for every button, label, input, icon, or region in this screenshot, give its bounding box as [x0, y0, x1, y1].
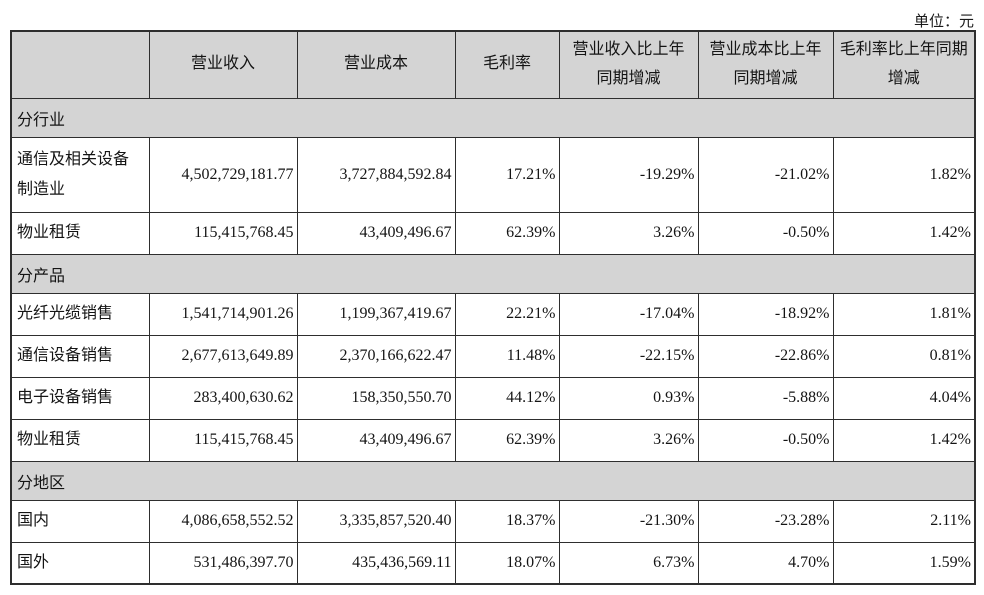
section-row-region: 分地区: [10, 460, 976, 501]
cell-margin-yoy: 0.81%: [832, 334, 976, 378]
table-row: 物业租赁 115,415,768.45 43,409,496.67 62.39%…: [10, 211, 976, 255]
cell-revenue: 283,400,630.62: [148, 376, 298, 420]
cell-margin-yoy: 1.42%: [832, 418, 976, 462]
cell-cost-yoy: -5.88%: [697, 376, 834, 420]
cell-cost-yoy: -18.92%: [697, 292, 834, 336]
table-row: 电子设备销售 283,400,630.62 158,350,550.70 44.…: [10, 376, 976, 420]
table-row: 通信设备销售 2,677,613,649.89 2,370,166,622.47…: [10, 334, 976, 378]
cell-revenue-yoy: 6.73%: [558, 541, 699, 585]
header-margin: 毛利率: [454, 30, 560, 99]
cell-cost: 3,335,857,520.40: [296, 499, 456, 543]
cell-revenue: 2,677,613,649.89: [148, 334, 298, 378]
header-revenue-yoy: 营业收入比上年同期增减: [558, 30, 699, 99]
cell-margin: 62.39%: [454, 418, 560, 462]
cell-cost: 1,199,367,419.67: [296, 292, 456, 336]
table-row: 国外 531,486,397.70 435,436,569.11 18.07% …: [10, 541, 976, 585]
table-header-row: 营业收入 营业成本 毛利率 营业收入比上年同期增减 营业成本比上年同期增减 毛利…: [10, 30, 976, 99]
table-row: 国内 4,086,658,552.52 3,335,857,520.40 18.…: [10, 499, 976, 543]
cell-cost: 435,436,569.11: [296, 541, 456, 585]
section-row-industry: 分行业: [10, 97, 976, 138]
row-label: 电子设备销售: [10, 376, 150, 420]
cell-margin-yoy: 4.04%: [832, 376, 976, 420]
row-label: 物业租赁: [10, 418, 150, 462]
cell-margin-yoy: 1.81%: [832, 292, 976, 336]
cell-cost-yoy: -0.50%: [697, 418, 834, 462]
header-blank: [10, 30, 150, 99]
row-label: 通信及相关设备制造业: [10, 136, 150, 213]
table-row: 光纤光缆销售 1,541,714,901.26 1,199,367,419.67…: [10, 292, 976, 336]
cell-cost-yoy: -0.50%: [697, 211, 834, 255]
cell-cost-yoy: 4.70%: [697, 541, 834, 585]
cell-revenue-yoy: 3.26%: [558, 418, 699, 462]
cell-cost-yoy: -22.86%: [697, 334, 834, 378]
cell-cost: 2,370,166,622.47: [296, 334, 456, 378]
section-title: 分产品: [10, 253, 976, 294]
header-cost: 营业成本: [296, 30, 456, 99]
cell-cost: 43,409,496.67: [296, 418, 456, 462]
header-cost-yoy: 营业成本比上年同期增减: [697, 30, 834, 99]
section-title: 分地区: [10, 460, 976, 501]
cell-margin: 44.12%: [454, 376, 560, 420]
cell-revenue-yoy: -22.15%: [558, 334, 699, 378]
row-label: 通信设备销售: [10, 334, 150, 378]
cell-cost-yoy: -21.02%: [697, 136, 834, 213]
cell-margin: 22.21%: [454, 292, 560, 336]
row-label: 光纤光缆销售: [10, 292, 150, 336]
cell-margin: 18.37%: [454, 499, 560, 543]
cell-revenue: 4,502,729,181.77: [148, 136, 298, 213]
unit-label: 单位：元: [913, 14, 974, 30]
cell-margin: 17.21%: [454, 136, 560, 213]
cell-revenue-yoy: 3.26%: [558, 211, 699, 255]
row-label: 国外: [10, 541, 150, 585]
cell-cost: 43,409,496.67: [296, 211, 456, 255]
header-revenue: 营业收入: [148, 30, 298, 99]
cell-revenue: 531,486,397.70: [148, 541, 298, 585]
cell-revenue: 115,415,768.45: [148, 211, 298, 255]
table-row: 物业租赁 115,415,768.45 43,409,496.67 62.39%…: [10, 418, 976, 462]
cell-revenue: 4,086,658,552.52: [148, 499, 298, 543]
financial-breakdown-table: 营业收入 营业成本 毛利率 营业收入比上年同期增减 营业成本比上年同期增减 毛利…: [10, 30, 976, 585]
cell-revenue: 1,541,714,901.26: [148, 292, 298, 336]
cell-revenue-yoy: 0.93%: [558, 376, 699, 420]
cell-cost: 158,350,550.70: [296, 376, 456, 420]
cell-margin-yoy: 1.42%: [832, 211, 976, 255]
section-row-product: 分产品: [10, 253, 976, 294]
cell-cost-yoy: -23.28%: [697, 499, 834, 543]
cell-margin: 62.39%: [454, 211, 560, 255]
cell-margin: 18.07%: [454, 541, 560, 585]
row-label: 国内: [10, 499, 150, 543]
table-row: 通信及相关设备制造业 4,502,729,181.77 3,727,884,59…: [10, 136, 976, 213]
cell-margin: 11.48%: [454, 334, 560, 378]
cell-margin-yoy: 1.82%: [832, 136, 976, 213]
cell-revenue-yoy: -17.04%: [558, 292, 699, 336]
cell-revenue-yoy: -19.29%: [558, 136, 699, 213]
cell-margin-yoy: 1.59%: [832, 541, 976, 585]
header-margin-yoy: 毛利率比上年同期增减: [832, 30, 976, 99]
cell-cost: 3,727,884,592.84: [296, 136, 456, 213]
cell-revenue-yoy: -21.30%: [558, 499, 699, 543]
cell-revenue: 115,415,768.45: [148, 418, 298, 462]
row-label: 物业租赁: [10, 211, 150, 255]
section-title: 分行业: [10, 97, 976, 138]
cell-margin-yoy: 2.11%: [832, 499, 976, 543]
